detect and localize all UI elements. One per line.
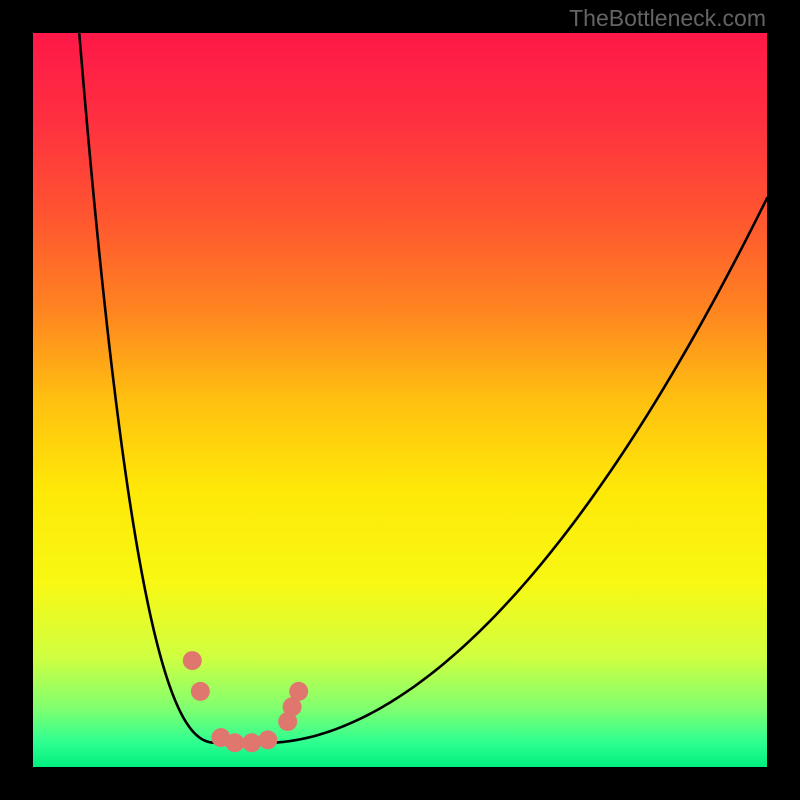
plot-svg — [33, 33, 767, 767]
plot-area — [33, 33, 767, 767]
data-marker — [191, 682, 210, 701]
data-marker — [225, 733, 244, 752]
data-marker — [183, 651, 202, 670]
watermark-text: TheBottleneck.com — [569, 5, 766, 32]
data-marker — [258, 730, 277, 749]
chart-stage: TheBottleneck.com — [0, 0, 800, 800]
data-marker — [289, 682, 308, 701]
data-marker — [242, 733, 261, 752]
